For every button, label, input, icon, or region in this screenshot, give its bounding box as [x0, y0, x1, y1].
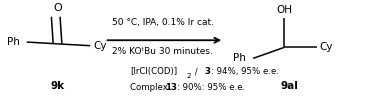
Text: 9al: 9al [280, 81, 298, 91]
Text: [IrCl(COD)]: [IrCl(COD)] [130, 67, 177, 76]
Text: Cy: Cy [319, 43, 333, 53]
Text: 50 °C, IPA, 0.1% Ir cat.: 50 °C, IPA, 0.1% Ir cat. [112, 18, 214, 27]
Text: 9k: 9k [50, 81, 65, 91]
Text: : 94%, 95% e.e.: : 94%, 95% e.e. [211, 67, 279, 76]
Text: Ph: Ph [7, 37, 20, 47]
Text: Ph: Ph [233, 53, 246, 63]
Text: OH: OH [276, 5, 292, 15]
Text: /: / [192, 67, 200, 76]
Text: : 90%: 95% e.e.: : 90%: 95% e.e. [177, 83, 245, 92]
Text: 13: 13 [165, 83, 177, 92]
Text: 2: 2 [186, 73, 191, 79]
Text: 3: 3 [204, 67, 210, 76]
Text: 2% KOᵗBu 30 minutes.: 2% KOᵗBu 30 minutes. [112, 47, 213, 56]
Text: O: O [53, 3, 62, 13]
Text: Cy: Cy [93, 41, 107, 51]
Text: Complex: Complex [130, 83, 170, 92]
